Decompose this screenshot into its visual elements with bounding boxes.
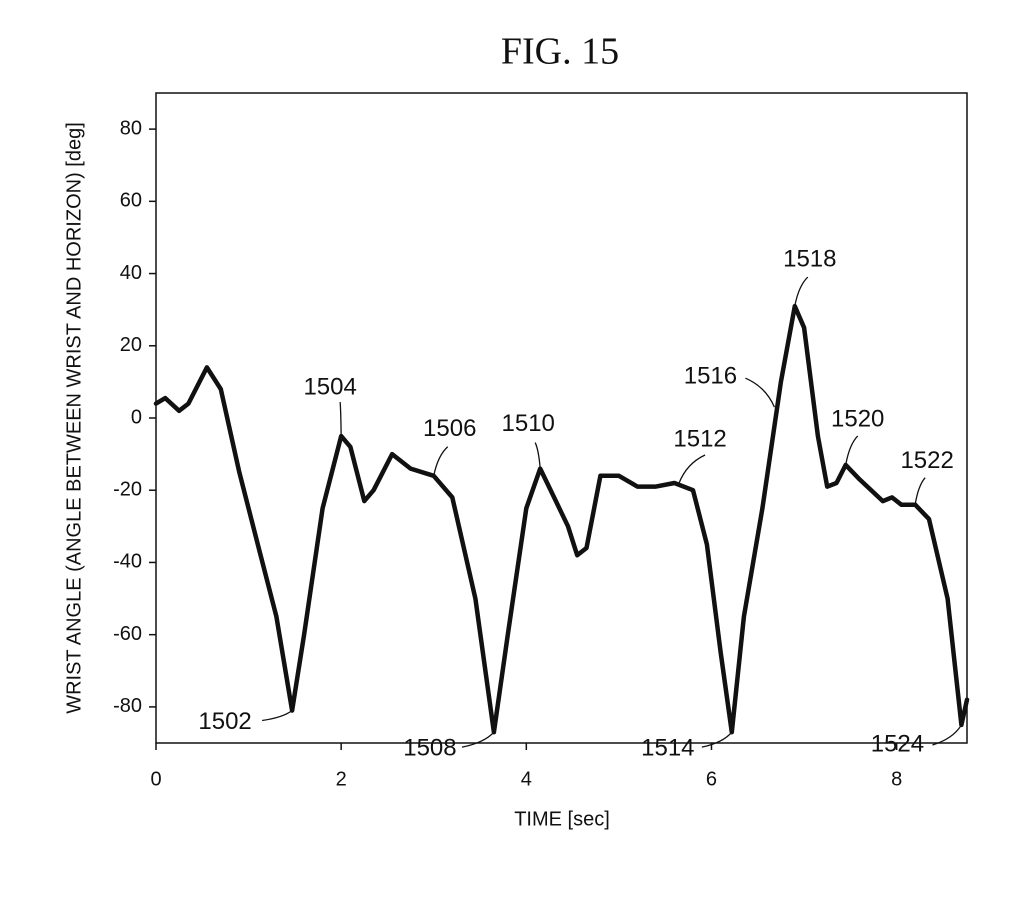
annotation-label: 1512 — [673, 425, 726, 452]
annotation-label: 1516 — [684, 363, 737, 390]
y-tick-label: 60 — [120, 190, 142, 212]
annotation-label: 1504 — [303, 373, 356, 400]
annotation-label: 1522 — [900, 447, 953, 474]
x-axis-label: TIME [sec] — [514, 808, 610, 830]
annotation-label: 1508 — [403, 735, 456, 762]
annotation-label: 1524 — [871, 730, 924, 757]
leader-line — [461, 731, 495, 748]
leader-line — [845, 435, 859, 466]
leader-line — [261, 709, 293, 722]
chart-title: FIG. 15 — [501, 31, 619, 73]
y-tick-label: 80 — [120, 117, 142, 139]
y-tick-label: 20 — [120, 334, 142, 356]
y-tick-label: -20 — [113, 479, 142, 501]
y-axis-label: WRIST ANGLE (ANGLE BETWEEN WRIST AND HOR… — [63, 122, 85, 714]
y-tick-label: -60 — [113, 623, 142, 645]
x-tick-label: 0 — [150, 768, 161, 790]
x-tick-label: 4 — [521, 768, 532, 790]
leader-line — [794, 276, 809, 307]
leader-line — [339, 402, 342, 437]
annotation-label: 1520 — [831, 405, 884, 432]
leader-line — [678, 454, 706, 484]
annotation-label: 1510 — [502, 410, 555, 437]
leader-line — [701, 731, 733, 748]
leader-line — [932, 724, 962, 746]
y-tick-label: -80 — [113, 695, 142, 717]
x-tick-label: 8 — [891, 768, 902, 790]
x-tick-label: 6 — [706, 768, 717, 790]
data-line — [153, 303, 970, 735]
annotation-label: 1514 — [641, 735, 694, 762]
leader-line — [745, 377, 776, 408]
x-tick-label: 2 — [336, 768, 347, 790]
annotation-label: 1502 — [198, 708, 251, 735]
leader-line — [433, 446, 449, 476]
y-tick-label: 0 — [131, 406, 142, 428]
leader-line — [914, 477, 926, 505]
annotation-label: 1518 — [783, 245, 836, 272]
y-tick-label: 40 — [120, 262, 142, 284]
leader-line — [534, 442, 541, 469]
y-tick-label: -40 — [113, 551, 142, 573]
annotation-label: 1506 — [423, 415, 476, 442]
